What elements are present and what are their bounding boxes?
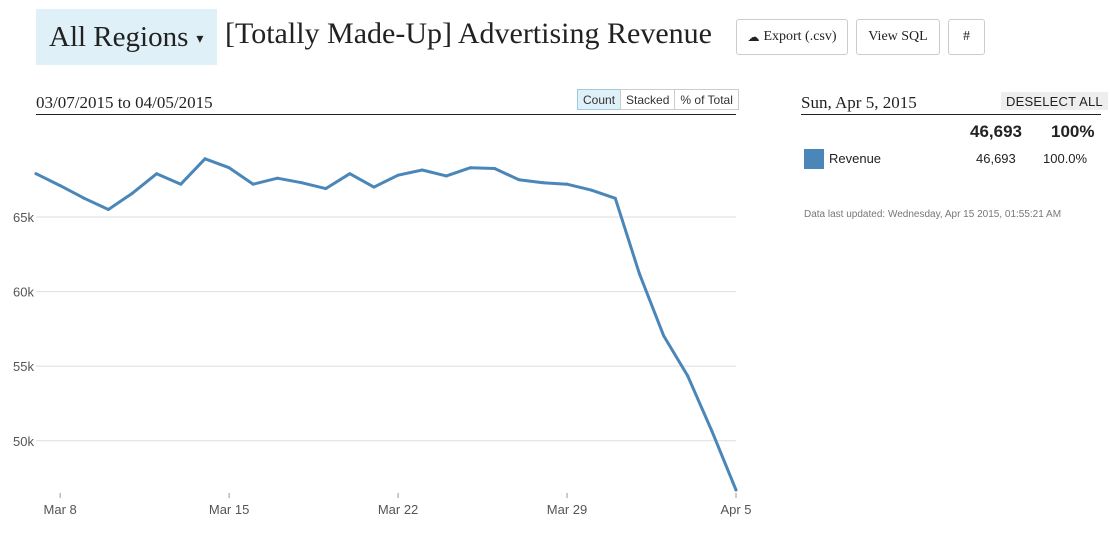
data-point (58, 184, 62, 188)
data-point (637, 272, 641, 276)
page-title: [Totally Made-Up] Advertising Revenue (225, 17, 712, 50)
data-point (348, 172, 352, 176)
data-point (662, 334, 666, 338)
caret-down-icon: ▾ (196, 31, 204, 47)
export-csv-button[interactable]: ☁ Export (.csv) (736, 19, 848, 55)
last-updated: Data last updated: Wednesday, Apr 15 201… (804, 209, 1062, 220)
permalink-button[interactable]: # (948, 19, 985, 55)
export-label: Export (.csv) (763, 29, 837, 44)
mode-toggle: Count Stacked % of Total (577, 89, 739, 110)
data-point (300, 181, 304, 185)
data-point (396, 173, 400, 177)
x-tick-label: Mar 22 (378, 502, 418, 517)
series-line-revenue (34, 157, 738, 492)
data-point (686, 374, 690, 378)
x-tick-label: Mar 8 (44, 502, 77, 517)
data-point (420, 168, 424, 172)
data-point (468, 166, 472, 170)
data-point (734, 488, 738, 492)
data-point (34, 172, 38, 176)
data-point (131, 191, 135, 195)
data-point (227, 166, 231, 170)
data-point (517, 178, 521, 182)
chart-header-divider (36, 114, 736, 115)
data-point (541, 181, 545, 185)
data-point (155, 172, 159, 176)
data-point (203, 157, 207, 161)
view-sql-button[interactable]: View SQL (856, 19, 940, 55)
region-dropdown[interactable]: All Regions ▾ (36, 9, 217, 65)
legend-item-revenue[interactable]: Revenue 46,693 100.0% (804, 149, 1104, 169)
y-tick-label: 65k (13, 210, 34, 225)
region-label: All Regions (49, 20, 189, 53)
selected-date: Sun, Apr 5, 2015 (801, 93, 917, 112)
cloud-download-icon: ☁ (747, 29, 760, 44)
data-point (493, 166, 497, 170)
y-tick-label: 60k (13, 285, 34, 300)
data-point (324, 187, 328, 191)
mode-percent-button[interactable]: % of Total (674, 89, 739, 110)
x-tick-label: Mar 15 (209, 502, 249, 517)
x-tick-label: Mar 29 (547, 502, 587, 517)
legend-count: 46,693 (976, 151, 1016, 166)
data-point (613, 196, 617, 200)
data-point (372, 185, 376, 189)
total-count: 46,693 (970, 122, 1022, 141)
data-point (106, 208, 110, 212)
data-point (82, 196, 86, 200)
legend-percent: 100.0% (1043, 151, 1088, 166)
mode-stacked-button[interactable]: Stacked (620, 89, 676, 110)
x-tick-label: Apr 5 (720, 502, 751, 517)
legend-swatch (804, 149, 824, 169)
data-point (444, 174, 448, 178)
total-percent: 100% (1051, 122, 1095, 141)
data-point (710, 429, 714, 433)
date-range: 03/07/2015 to 04/05/2015 (36, 93, 213, 112)
legend-name: Revenue (829, 151, 882, 166)
data-point (565, 182, 569, 186)
data-point (251, 182, 255, 186)
deselect-all-button[interactable]: DESELECT ALL (1001, 92, 1108, 110)
data-point (589, 188, 593, 192)
y-tick-label: 55k (13, 359, 34, 374)
data-point (275, 176, 279, 180)
mode-count-button[interactable]: Count (577, 89, 622, 110)
selection-header-divider (801, 114, 1101, 115)
data-point (179, 182, 183, 186)
y-tick-label: 50k (13, 434, 34, 449)
